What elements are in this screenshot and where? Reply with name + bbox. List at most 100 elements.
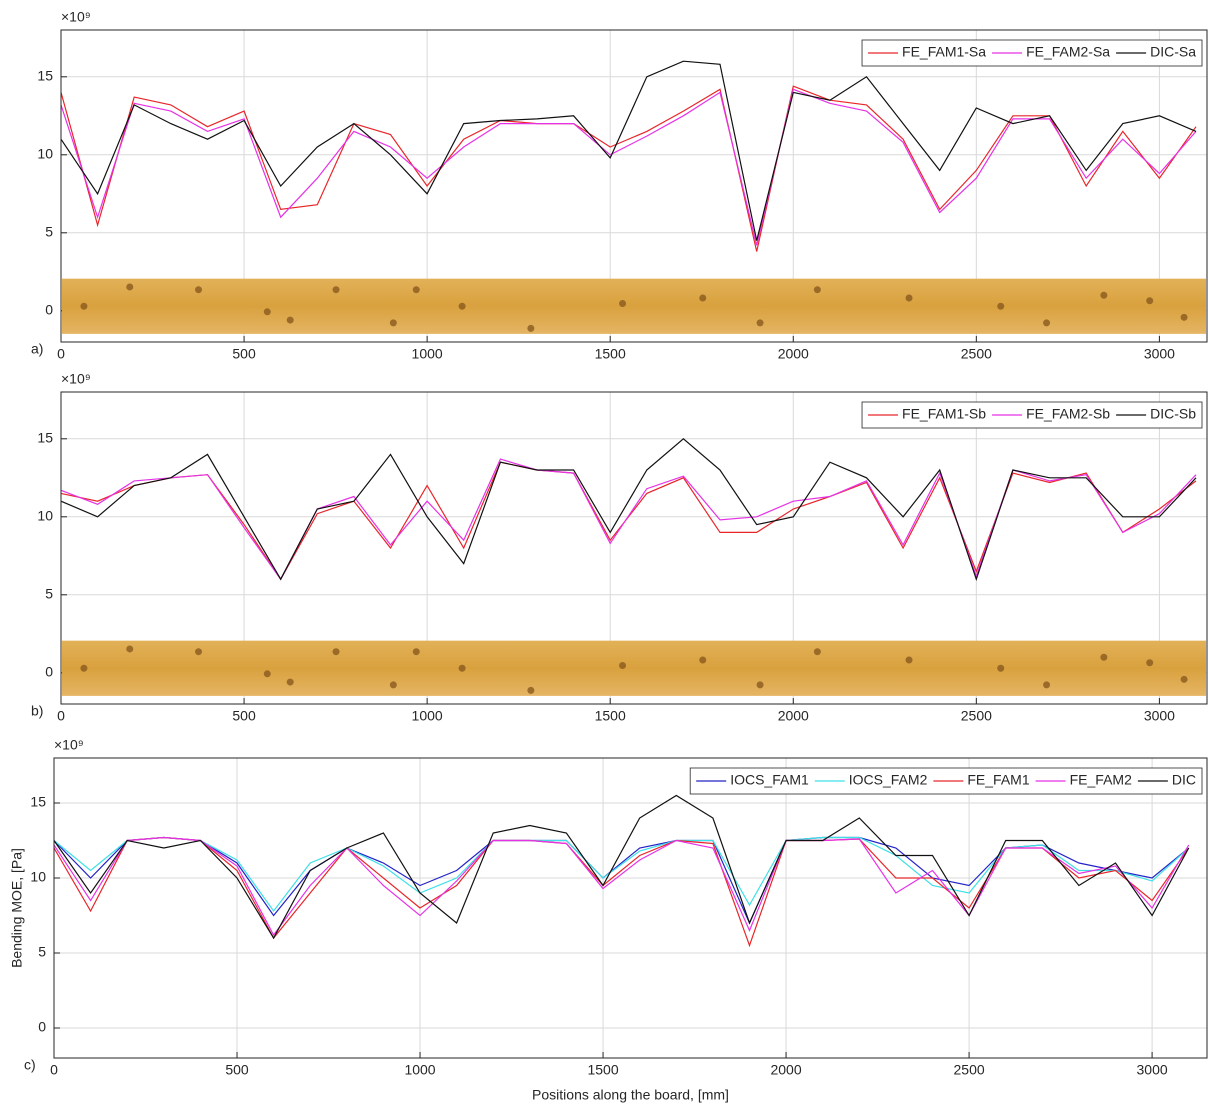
series-line <box>61 89 1196 245</box>
legend-label: FE_FAM2-Sa <box>1026 44 1110 60</box>
knot <box>527 687 534 694</box>
y-exponent: ×10⁹ <box>54 737 84 753</box>
y-tick-label: 10 <box>37 146 53 162</box>
x-tick-label: 2500 <box>961 346 992 362</box>
knot <box>906 294 913 301</box>
board-image <box>62 279 1206 334</box>
x-tick-label: 2000 <box>770 1062 801 1078</box>
y-tick-label: 5 <box>45 586 53 602</box>
knot <box>619 662 626 669</box>
knot <box>126 645 133 652</box>
knot <box>264 308 271 315</box>
knot <box>287 317 294 324</box>
knot <box>413 286 420 293</box>
series-line <box>54 796 1189 939</box>
knot <box>390 681 397 688</box>
x-tick-label: 0 <box>57 346 65 362</box>
knot <box>1181 314 1188 321</box>
x-tick-label: 2000 <box>778 708 809 724</box>
figure: 051015050010001500200025003000×10⁹a)FE_F… <box>0 0 1208 1111</box>
y-tick-label: 5 <box>38 944 46 960</box>
y-tick-label: 0 <box>38 1019 46 1035</box>
panel-label: a) <box>31 341 43 357</box>
x-tick-label: 1000 <box>412 708 443 724</box>
knot <box>287 679 294 686</box>
x-tick-label: 500 <box>232 708 256 724</box>
legend-label: FE_FAM1-Sa <box>902 44 986 60</box>
knot <box>1146 659 1153 666</box>
x-tick-label: 1500 <box>595 708 626 724</box>
legend-label: FE_FAM2 <box>1070 772 1132 788</box>
legend-label: IOCS_FAM2 <box>849 772 928 788</box>
knot <box>80 303 87 310</box>
y-tick-label: 15 <box>30 794 46 810</box>
legend-label: DIC-Sa <box>1150 44 1196 60</box>
y-tick-label: 0 <box>45 302 53 318</box>
knot <box>390 319 397 326</box>
x-tick-label: 2500 <box>961 708 992 724</box>
series-line <box>61 462 1196 579</box>
series-line <box>54 838 1189 924</box>
knot <box>997 303 1004 310</box>
knot <box>699 294 706 301</box>
knot <box>1146 297 1153 304</box>
knot <box>619 300 626 307</box>
knot <box>333 648 340 655</box>
knot <box>1181 676 1188 683</box>
x-tick-label: 3000 <box>1137 1062 1168 1078</box>
knot <box>997 665 1004 672</box>
x-tick-label: 1500 <box>595 346 626 362</box>
y-exponent: ×10⁹ <box>61 371 91 387</box>
x-tick-label: 500 <box>225 1062 249 1078</box>
y-axis-label: Bending MOE, [Pa] <box>9 848 25 968</box>
y-tick-label: 15 <box>37 430 53 446</box>
series-line <box>61 61 1196 240</box>
knot <box>814 648 821 655</box>
x-axis-label: Positions along the board, [mm] <box>532 1087 729 1103</box>
panel-label: c) <box>24 1057 36 1073</box>
y-tick-label: 15 <box>37 68 53 84</box>
knot <box>814 286 821 293</box>
y-tick-label: 0 <box>45 664 53 680</box>
legend-label: DIC <box>1172 772 1196 788</box>
knot <box>699 656 706 663</box>
knot <box>757 681 764 688</box>
x-tick-label: 1000 <box>404 1062 435 1078</box>
legend-label: IOCS_FAM1 <box>730 772 809 788</box>
knot <box>459 303 466 310</box>
x-tick-label: 2500 <box>954 1062 985 1078</box>
legend-label: FE_FAM1-Sb <box>902 406 986 422</box>
series-line <box>61 459 1196 579</box>
knot <box>195 286 202 293</box>
knot <box>527 325 534 332</box>
x-tick-label: 500 <box>232 346 256 362</box>
knot <box>1043 319 1050 326</box>
series-line <box>61 86 1196 251</box>
knot <box>1100 654 1107 661</box>
knot <box>459 665 466 672</box>
knot <box>413 648 420 655</box>
legend-label: FE_FAM2-Sb <box>1026 406 1110 422</box>
x-tick-label: 2000 <box>778 346 809 362</box>
x-tick-label: 1500 <box>587 1062 618 1078</box>
legend: FE_FAM1-SbFE_FAM2-SbDIC-Sb <box>862 402 1202 428</box>
knot <box>1100 292 1107 299</box>
y-exponent: ×10⁹ <box>61 9 91 25</box>
knot <box>906 656 913 663</box>
knot <box>264 670 271 677</box>
knot <box>757 319 764 326</box>
panel-label: b) <box>31 703 43 719</box>
x-tick-label: 3000 <box>1144 346 1175 362</box>
board-image <box>62 641 1206 696</box>
x-tick-label: 0 <box>57 708 65 724</box>
knot <box>333 286 340 293</box>
knot <box>1043 681 1050 688</box>
knot <box>80 665 87 672</box>
y-tick-label: 10 <box>37 508 53 524</box>
knot <box>126 283 133 290</box>
y-tick-label: 10 <box>30 869 46 885</box>
x-tick-label: 0 <box>50 1062 58 1078</box>
x-tick-label: 3000 <box>1144 708 1175 724</box>
x-tick-label: 1000 <box>412 346 443 362</box>
